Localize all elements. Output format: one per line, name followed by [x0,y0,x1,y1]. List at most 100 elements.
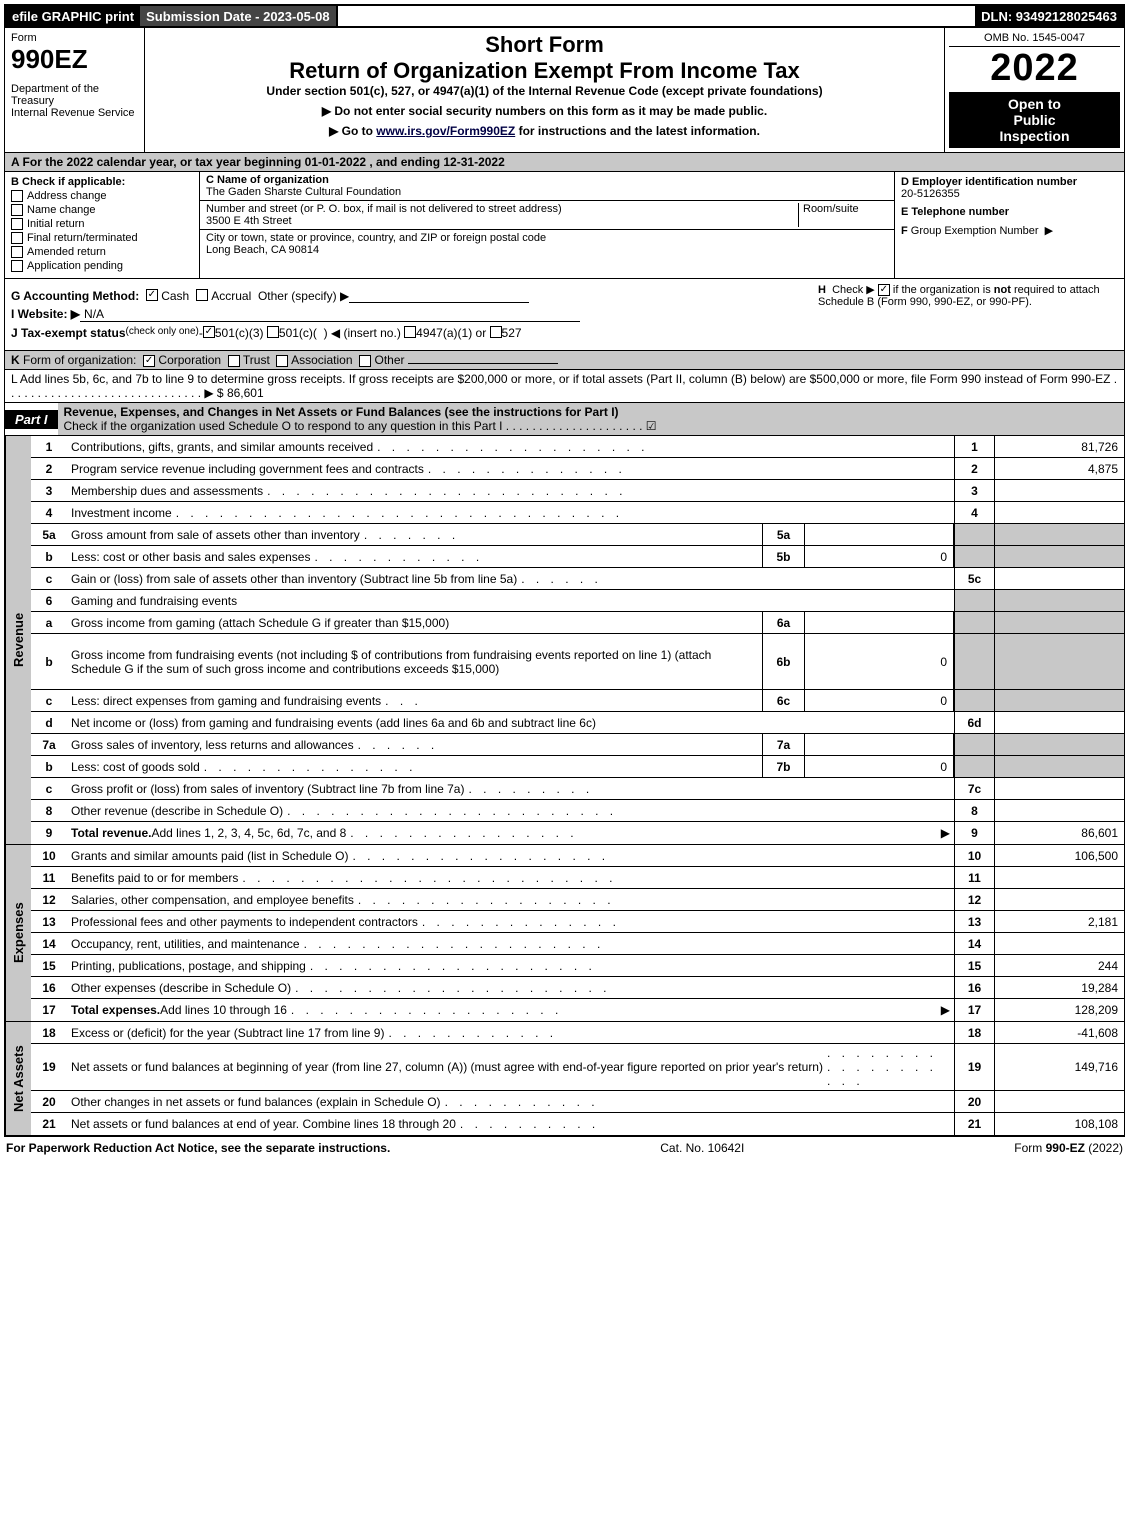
i-value: N/A [80,307,580,322]
c-value: The Gaden Sharste Cultural Foundation [206,186,888,198]
line-6a-desc: Gross income from gaming (attach Schedul… [71,616,449,630]
dept-label: Department of the Treasury [11,83,138,107]
line-18-val: -41,608 [994,1022,1124,1043]
part-i-header: Part I Revenue, Expenses, and Changes in… [4,403,1125,436]
line-21-ref: 21 [954,1113,994,1135]
line-7b-subval: 0 [804,756,954,777]
chk-trust[interactable] [228,355,240,367]
col-b: B Check if applicable: Address change Na… [5,172,200,278]
section-l: L Add lines 5b, 6c, and 7b to line 9 to … [4,370,1125,403]
line-16-val: 19,284 [994,977,1124,998]
line-7a-desc: Gross sales of inventory, less returns a… [71,738,354,752]
instr2-prefix: ▶ Go to [329,124,376,138]
line-11-desc: Benefits paid to or for members [71,871,238,885]
line-18-ref: 18 [954,1022,994,1043]
b-label: B Check if applicable: [11,176,193,188]
line-6d-ref: 6d [954,712,994,733]
line-12-val [994,889,1124,910]
chk-4947[interactable] [404,326,416,338]
part-i-tab: Part I [5,410,58,429]
header-bar: efile GRAPHIC print Submission Date - 20… [4,4,1125,28]
line-21-desc: Net assets or fund balances at end of ye… [71,1117,456,1131]
line-8-desc: Other revenue (describe in Schedule O) [71,804,283,818]
chk-other-org[interactable] [359,355,371,367]
chk-assoc[interactable] [276,355,288,367]
chk-cash[interactable]: ✓ [146,289,158,301]
line-12-desc: Salaries, other compensation, and employ… [71,893,354,907]
expenses-body: 10 Grants and similar amounts paid (list … [31,845,1124,1021]
line-6d-desc: Net income or (loss) from gaming and fun… [71,716,596,730]
line-14-ref: 14 [954,933,994,954]
section-k: K Form of organization: ✓ Corporation Tr… [4,351,1125,370]
chk-initial[interactable] [11,218,23,230]
line-9-val: 86,601 [994,822,1124,844]
irs-label: Internal Revenue Service [11,107,138,119]
line-19-val: 149,716 [994,1044,1124,1090]
line-17-val: 128,209 [994,999,1124,1021]
part-i-check-line: Check if the organization used Schedule … [64,419,657,433]
line-7c-ref: 7c [954,778,994,799]
chk-name-label: Name change [27,204,96,216]
i-row: I Website: ▶ N/A [11,307,1118,322]
footer-center: Cat. No. 10642I [660,1141,744,1155]
open-public-badge: Open to Public Inspection [949,92,1120,148]
main-title: Return of Organization Exempt From Incom… [151,58,938,84]
chk-accrual[interactable] [196,289,208,301]
line-6c-subval: 0 [804,690,954,711]
chk-501c3[interactable]: ✓ [203,326,215,338]
col-c: C Name of organization The Gaden Sharste… [200,172,894,278]
line-5a-subval [804,524,954,545]
chk-amended[interactable] [11,246,23,258]
line-7a-subval [804,734,954,755]
line-20-desc: Other changes in net assets or fund bala… [71,1095,441,1109]
chk-final[interactable] [11,232,23,244]
line-1-ref: 1 [954,436,994,457]
title-center: Short Form Return of Organization Exempt… [145,28,944,152]
line-6-desc: Gaming and fundraising events [71,594,237,608]
line-10-val: 106,500 [994,845,1124,866]
line-7b-sub: 7b [762,756,804,777]
chk-addr[interactable] [11,190,23,202]
footer-left: For Paperwork Reduction Act Notice, see … [6,1141,390,1155]
line-10-ref: 10 [954,845,994,866]
c-label: C Name of organization [206,174,888,186]
d-label: D Employer identification number [901,176,1118,188]
line-12-ref: 12 [954,889,994,910]
line-21-val: 108,108 [994,1113,1124,1135]
line-7b-desc: Less: cost of goods sold [71,760,200,774]
chk-name[interactable] [11,204,23,216]
g-accrual: Accrual [211,289,251,303]
line-9-ref: 9 [954,822,994,844]
line-17-ref: 17 [954,999,994,1021]
expenses-side-label: Expenses [5,845,31,1021]
chk-h[interactable]: ✓ [878,284,890,296]
line-5b-subval: 0 [804,546,954,567]
irs-link[interactable]: www.irs.gov/Form990EZ [376,124,515,138]
line-16-ref: 16 [954,977,994,998]
part-i-title: Revenue, Expenses, and Changes in Net As… [58,403,1124,435]
line-7c-desc: Gross profit or (loss) from sales of inv… [71,782,464,796]
dln-label: DLN: 93492128025463 [975,6,1123,26]
line-6d-val [994,712,1124,733]
chk-527[interactable] [490,326,502,338]
line-2-ref: 2 [954,458,994,479]
line-2-desc: Program service revenue including govern… [71,462,424,476]
line-3-ref: 3 [954,480,994,501]
chk-final-label: Final return/terminated [27,232,138,244]
open-2: Public [953,112,1116,128]
line-6a-sub: 6a [762,612,804,633]
line-10-desc: Grants and similar amounts paid (list in… [71,849,348,863]
line-5a-sub: 5a [762,524,804,545]
g-label: G Accounting Method: [11,289,139,303]
row-a: A For the 2022 calendar year, or tax yea… [4,153,1125,172]
revenue-body: 1Contributions, gifts, grants, and simil… [31,436,1124,844]
chk-corp[interactable]: ✓ [143,355,155,367]
line-19-desc: Net assets or fund balances at beginning… [71,1060,823,1074]
j-row: J Tax-exempt status (check only one) - ✓… [11,326,1118,340]
chk-501c[interactable] [267,326,279,338]
chk-addr-label: Address change [27,190,107,202]
line-4-ref: 4 [954,502,994,523]
line-5b-desc: Less: cost or other basis and sales expe… [71,550,310,564]
footer-right: Form 990-EZ (2022) [1014,1141,1123,1155]
chk-pending[interactable] [11,260,23,272]
